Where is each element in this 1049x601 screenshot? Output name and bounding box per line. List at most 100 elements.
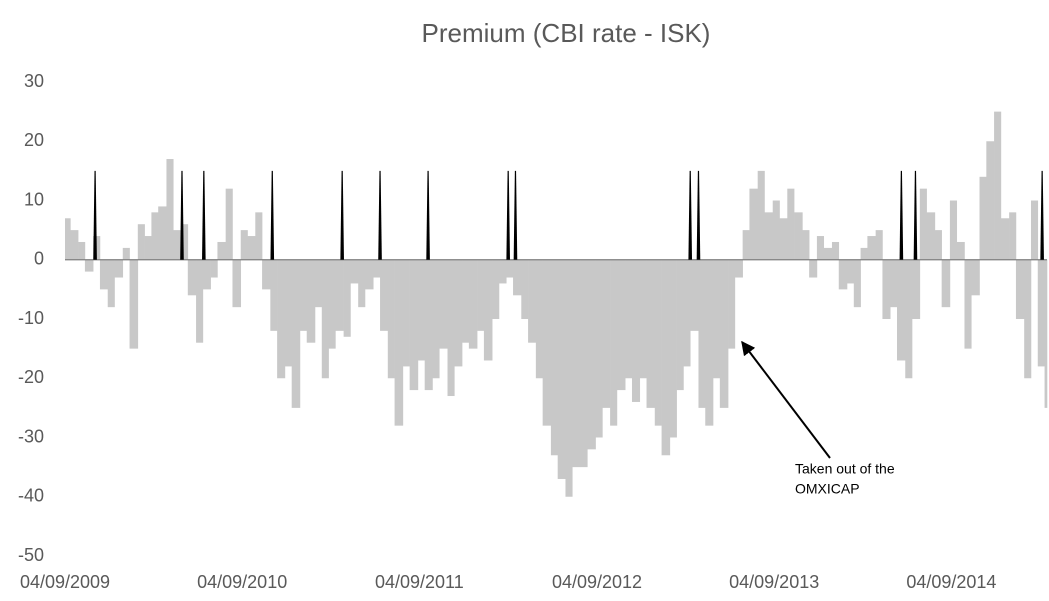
x-tick-label: 04/09/2011 — [375, 572, 464, 592]
bar — [1015, 259, 1025, 319]
bar — [860, 247, 868, 260]
annotation-line: OMXICAP — [795, 481, 860, 497]
bar — [483, 259, 493, 361]
event-spike — [180, 170, 184, 260]
bar — [971, 259, 980, 296]
bar — [705, 259, 714, 426]
bar — [1037, 259, 1045, 367]
bar — [328, 259, 336, 349]
bar — [424, 259, 433, 391]
bar — [964, 259, 972, 349]
bar — [956, 241, 965, 260]
x-tick-label: 04/09/2012 — [552, 572, 642, 592]
bar — [802, 230, 810, 260]
bar — [225, 188, 233, 260]
bar — [202, 259, 211, 290]
bar — [542, 259, 552, 426]
bar — [462, 259, 470, 343]
bar — [809, 259, 818, 278]
bar — [882, 259, 891, 319]
bar — [321, 259, 329, 379]
y-tick-label: -30 — [18, 426, 44, 446]
annotation-arrow — [741, 340, 831, 459]
bar — [734, 259, 743, 278]
bar — [364, 259, 374, 290]
event-spike — [340, 170, 344, 260]
bar — [764, 212, 774, 260]
bar — [787, 188, 795, 260]
bar — [513, 259, 522, 296]
event-spike — [913, 170, 918, 260]
bar — [114, 259, 124, 278]
y-tick-label: 30 — [24, 71, 44, 91]
bar — [1024, 259, 1032, 379]
bar — [107, 259, 115, 308]
event-spike — [202, 170, 206, 260]
bar — [291, 259, 301, 408]
bar — [498, 259, 507, 284]
bar — [468, 259, 478, 349]
bar — [137, 224, 145, 260]
bar — [728, 259, 736, 349]
y-tick-label: 0 — [34, 249, 44, 269]
bar — [890, 259, 898, 308]
chart-title: Premium (CBI rate - ISK) — [422, 18, 711, 48]
bar — [166, 159, 174, 260]
bar — [719, 259, 729, 408]
bar — [941, 259, 951, 308]
bar — [122, 247, 130, 260]
bar — [129, 259, 139, 349]
bar — [616, 259, 626, 391]
bar — [986, 141, 995, 260]
bar — [631, 259, 641, 402]
x-tick-label: 04/09/2014 — [906, 572, 996, 592]
bar — [447, 259, 455, 397]
bar — [144, 236, 152, 260]
bar — [350, 259, 359, 284]
event-spike — [378, 170, 382, 260]
bar — [196, 259, 204, 343]
bar — [875, 230, 883, 260]
bar — [409, 259, 419, 391]
y-tick-label: 10 — [24, 189, 44, 209]
bar — [698, 259, 706, 408]
bar — [572, 259, 581, 468]
event-spike — [93, 170, 97, 260]
bar — [439, 259, 448, 349]
bar — [550, 259, 558, 456]
bar — [454, 259, 463, 367]
event-spike — [513, 170, 518, 260]
bar — [912, 259, 921, 319]
bar — [683, 259, 691, 367]
bar — [794, 212, 803, 260]
event-spike — [270, 170, 275, 260]
y-tick-label: -40 — [18, 486, 44, 506]
x-tick-label: 04/09/2009 — [20, 572, 110, 592]
bar — [394, 259, 404, 426]
bar — [65, 218, 71, 260]
bar — [84, 259, 94, 272]
bar — [823, 247, 833, 260]
bar — [432, 259, 440, 379]
bar — [335, 259, 344, 331]
bar — [602, 259, 611, 408]
bar — [669, 259, 677, 438]
bar — [779, 218, 788, 260]
bar — [284, 259, 292, 367]
bar — [417, 259, 425, 361]
bar — [387, 259, 395, 379]
event-spike — [1040, 170, 1044, 260]
bar — [277, 259, 286, 379]
bar — [99, 259, 109, 290]
bar — [1000, 218, 1010, 260]
bar — [477, 259, 485, 331]
event-spike — [506, 170, 510, 260]
bar — [831, 241, 840, 260]
bar — [646, 259, 656, 408]
y-tick-label: -20 — [18, 367, 44, 387]
bar — [587, 259, 596, 450]
bar — [853, 259, 861, 308]
bar — [919, 188, 927, 260]
bar — [1009, 212, 1017, 260]
